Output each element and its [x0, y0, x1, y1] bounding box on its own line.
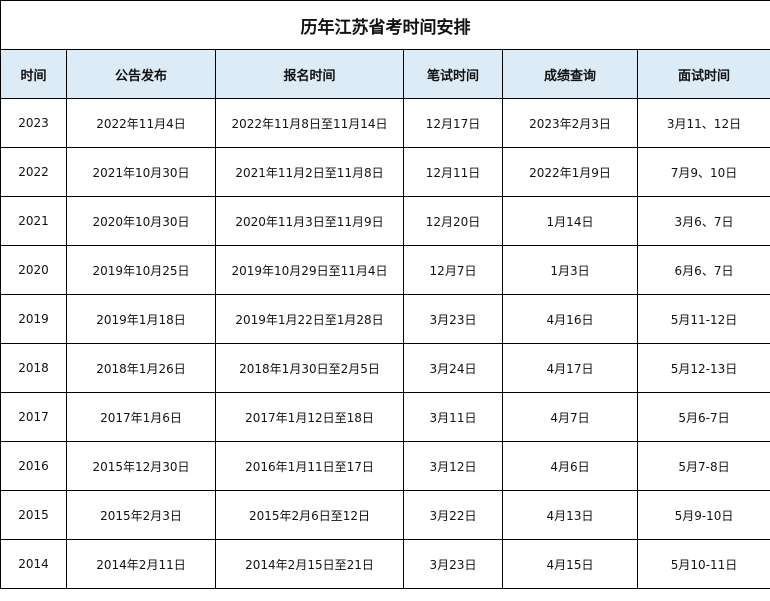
table-cell: 3月11日: [403, 392, 503, 442]
table-row: 2018 2018年1月26日 2018年1月30日至2月5日 3月24日 4月17日 5…: [0, 343, 770, 393]
table-cell: 2015年12月30日: [66, 441, 216, 491]
table-cell: 3月12日: [403, 441, 503, 491]
table-row: 2017 2017年1月6日 2017年1月12日至18日 3月11日 4月7日 5月6-…: [0, 392, 770, 442]
table-cell: 2015年2月3日: [66, 490, 216, 540]
table-cell: 2023: [0, 98, 67, 148]
table-cell: 4月13日: [502, 490, 638, 540]
table-cell: 2021: [0, 196, 67, 246]
table-cell: 2023年2月3日: [502, 98, 638, 148]
table-row: 2020 2019年10月25日 2019年10月29日至11月4日 12月7日 1月3…: [0, 245, 770, 295]
table-cell: 12月20日: [403, 196, 503, 246]
table-row: 2015 2015年2月3日 2015年2月6日至12日 3月22日 4月13日 5月9-…: [0, 490, 770, 540]
table-row: 2022 2021年10月30日 2021年11月2日至11月8日 12月11日 202…: [0, 147, 770, 197]
table-cell: 3月23日: [403, 539, 503, 589]
table-cell: 5月9-10日: [637, 490, 770, 540]
table-cell: 2017: [0, 392, 67, 442]
table-cell: 4月15日: [502, 539, 638, 589]
table-cell: 1月3日: [502, 245, 638, 295]
table-cell: 2016年1月11日至17日: [215, 441, 404, 491]
table-cell: 2018: [0, 343, 67, 393]
table-cell: 4月7日: [502, 392, 638, 442]
table-title: 历年江苏省考时间安排: [0, 0, 770, 50]
table-cell: 5月6-7日: [637, 392, 770, 442]
column-header: 时间: [0, 49, 67, 99]
table-cell: 2020年10月30日: [66, 196, 216, 246]
table-cell: 3月22日: [403, 490, 503, 540]
table-row: 2019 2019年1月18日 2019年1月22日至1月28日 3月23日 4月16日…: [0, 294, 770, 344]
header-row: 时间 公告发布 报名时间 笔试时间 成绩查询 面试时间: [0, 49, 770, 99]
table-cell: 5月11-12日: [637, 294, 770, 344]
table-cell: 2018年1月30日至2月5日: [215, 343, 404, 393]
table-cell: 3月11、12日: [637, 98, 770, 148]
table-cell: 7月9、10日: [637, 147, 770, 197]
table-cell: 4月17日: [502, 343, 638, 393]
table-cell: 2019年1月22日至1月28日: [215, 294, 404, 344]
table-cell: 2020: [0, 245, 67, 295]
table-cell: 2021年11月2日至11月8日: [215, 147, 404, 197]
table-row: 2016 2015年12月30日 2016年1月11日至17日 3月12日 4月6日 5月…: [0, 441, 770, 491]
table-cell: 12月11日: [403, 147, 503, 197]
table-row: 2014 2014年2月11日 2014年2月15日至21日 3月23日 4月15日 5月…: [0, 539, 770, 589]
table-cell: 2022年1月9日: [502, 147, 638, 197]
table-cell: 2019年10月25日: [66, 245, 216, 295]
table-cell: 2017年1月12日至18日: [215, 392, 404, 442]
table-cell: 2014年2月15日至21日: [215, 539, 404, 589]
table-row: 2023 2022年11月4日 2022年11月8日至11月14日 12月17日 202…: [0, 98, 770, 148]
table-cell: 5月10-11日: [637, 539, 770, 589]
table-cell: 2015: [0, 490, 67, 540]
table-cell: 4月16日: [502, 294, 638, 344]
table-cell: 2022年11月8日至11月14日: [215, 98, 404, 148]
table-cell: 2019: [0, 294, 67, 344]
column-header: 成绩查询: [502, 49, 638, 99]
table-cell: 12月17日: [403, 98, 503, 148]
table-cell: 2017年1月6日: [66, 392, 216, 442]
table-cell: 1月14日: [502, 196, 638, 246]
table-cell: 2016: [0, 441, 67, 491]
table-cell: 2014: [0, 539, 67, 589]
table-cell: 5月7-8日: [637, 441, 770, 491]
table-cell: 5月12-13日: [637, 343, 770, 393]
table-cell: 3月6、7日: [637, 196, 770, 246]
table-cell: 3月24日: [403, 343, 503, 393]
column-header: 报名时间: [215, 49, 404, 99]
table-cell: 2015年2月6日至12日: [215, 490, 404, 540]
table-cell: 2019年10月29日至11月4日: [215, 245, 404, 295]
column-header: 笔试时间: [403, 49, 503, 99]
table-cell: 6月6、7日: [637, 245, 770, 295]
table-cell: 2018年1月26日: [66, 343, 216, 393]
table-cell: 2021年10月30日: [66, 147, 216, 197]
table-cell: 4月6日: [502, 441, 638, 491]
column-header: 面试时间: [637, 49, 770, 99]
table-cell: 2019年1月18日: [66, 294, 216, 344]
table-cell: 12月7日: [403, 245, 503, 295]
table-cell: 2014年2月11日: [66, 539, 216, 589]
table-cell: 2022: [0, 147, 67, 197]
table-cell: 3月23日: [403, 294, 503, 344]
column-header: 公告发布: [66, 49, 216, 99]
table-cell: 2022年11月4日: [66, 98, 216, 148]
table-row: 2021 2020年10月30日 2020年11月3日至11月9日 12月20日 1月1…: [0, 196, 770, 246]
table-cell: 2020年11月3日至11月9日: [215, 196, 404, 246]
